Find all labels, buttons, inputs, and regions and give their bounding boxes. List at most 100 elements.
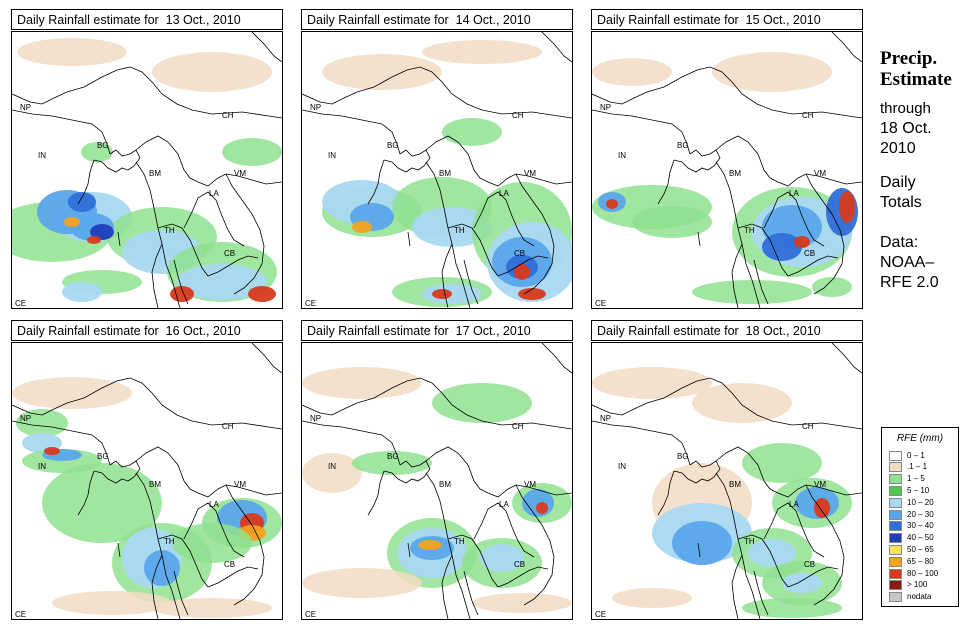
precip-area <box>794 236 810 248</box>
border-line <box>407 542 411 558</box>
border-line <box>12 377 282 430</box>
country-label-la: LA <box>209 189 219 198</box>
precip-area <box>90 224 114 240</box>
precip-area <box>712 52 832 92</box>
country-label-np: NP <box>20 103 32 112</box>
country-label-cb: CB <box>224 560 236 569</box>
precip-area <box>64 217 80 227</box>
panel-title: Daily Rainfall estimate for 14 Oct., 201… <box>301 9 573 30</box>
legend-label: 80 – 100 <box>907 568 939 578</box>
country-label-bg: BG <box>97 141 109 150</box>
border-line <box>541 32 572 63</box>
legend-label: 10 – 20 <box>907 497 934 507</box>
precip-area <box>606 199 618 209</box>
border-line <box>425 161 471 308</box>
border-line <box>12 66 282 119</box>
border-line <box>117 542 121 558</box>
daily-totals: Daily Totals <box>880 173 922 213</box>
border-line <box>592 66 862 119</box>
precip-area <box>518 288 546 300</box>
border-line <box>657 470 675 516</box>
precip-area <box>68 192 96 212</box>
border-line <box>657 159 675 205</box>
border-line <box>592 420 691 466</box>
country-label-ce: CE <box>15 610 27 619</box>
country-label-bm: BM <box>729 169 741 178</box>
border-line <box>117 231 121 247</box>
through-year: 2010 <box>880 140 916 157</box>
country-label-vm: VM <box>814 480 826 489</box>
country-label-th: TH <box>744 537 755 546</box>
border-line <box>425 135 572 187</box>
border-line <box>302 66 572 119</box>
border-line <box>151 554 163 619</box>
border-line <box>77 159 95 205</box>
legend-title: RFE (mm) <box>896 433 944 444</box>
country-label-vm: VM <box>234 480 246 489</box>
country-label-np: NP <box>600 414 612 423</box>
rainfall-map: NP CH IN BG BM VM LA TH CB CE <box>11 342 283 620</box>
border-line <box>673 149 721 173</box>
precip-area <box>480 544 524 572</box>
legend-swatch <box>889 592 902 603</box>
border-line <box>441 243 453 308</box>
border-line <box>473 191 535 247</box>
border-line <box>831 343 862 374</box>
map-canvas <box>592 343 862 619</box>
legend-swatch <box>889 450 902 461</box>
precip-area <box>81 142 113 162</box>
border-line <box>787 255 839 277</box>
country-label-in: IN <box>38 462 46 471</box>
map-canvas <box>592 32 862 308</box>
border-line <box>173 570 189 616</box>
country-label-la: LA <box>209 500 219 509</box>
panel-title: Daily Rainfall estimate for 15 Oct., 201… <box>591 9 863 30</box>
border-line <box>383 460 431 484</box>
legend-label: nodata <box>907 592 932 602</box>
legend-item: nodata <box>889 592 931 603</box>
border-line <box>737 223 789 277</box>
country-label-np: NP <box>310 414 322 423</box>
legend-item: 40 – 50 <box>889 533 934 544</box>
precip-area <box>692 383 792 423</box>
precip-area <box>144 550 180 586</box>
border-line <box>93 149 141 173</box>
border-line <box>497 255 549 277</box>
country-label-in: IN <box>38 151 46 160</box>
precip-area <box>170 286 194 302</box>
precip-area <box>222 138 282 166</box>
legend-label: 30 – 40 <box>907 521 934 531</box>
country-label-cb: CB <box>514 249 526 258</box>
legend-item: > 100 <box>889 580 927 591</box>
country-label-vm: VM <box>524 169 536 178</box>
legend-label: 40 – 50 <box>907 533 934 543</box>
data-label: Data: <box>880 234 919 251</box>
legend-item: 1 – 5 <box>889 474 925 485</box>
country-label-la: LA <box>499 189 509 198</box>
country-label-np: NP <box>20 414 32 423</box>
precip-area <box>692 280 812 304</box>
precip-area <box>812 277 852 297</box>
border-line <box>151 243 163 308</box>
country-label-cb: CB <box>514 560 526 569</box>
legend-swatch <box>889 474 902 485</box>
precip-area <box>472 593 572 613</box>
border-line <box>302 109 401 155</box>
country-label-ce: CE <box>15 299 27 308</box>
country-label-np: NP <box>310 103 322 112</box>
border-line <box>183 191 245 247</box>
precip-area <box>632 206 712 238</box>
precip-area <box>248 286 276 302</box>
rainfall-map: NP CH IN BG BM VM LA TH CB CE <box>301 31 573 309</box>
border-line <box>763 191 825 247</box>
country-label-ce: CE <box>305 299 317 308</box>
side-title: Precip. Estimate <box>880 48 952 90</box>
legend-label: 20 – 30 <box>907 509 934 519</box>
legend-item: 80 – 100 <box>889 568 938 579</box>
panel-title: Daily Rainfall estimate for 13 Oct., 201… <box>11 9 283 30</box>
precip-area <box>152 52 272 92</box>
border-line <box>697 231 701 247</box>
map-panel-14oct: Daily Rainfall estimate for 14 Oct., 201… <box>301 9 573 309</box>
side-title-line-1: Precip. <box>880 48 938 69</box>
